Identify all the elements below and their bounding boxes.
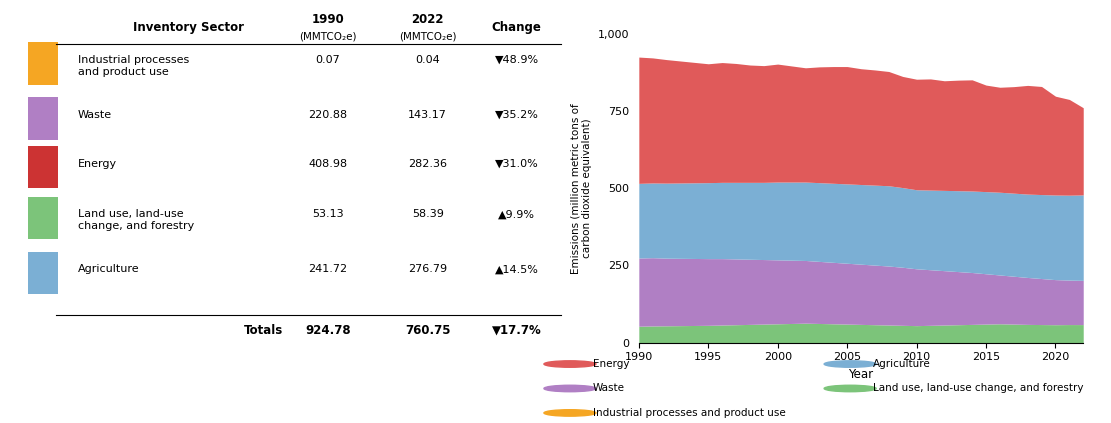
Circle shape [544,361,595,367]
Text: Industrial processes and product use: Industrial processes and product use [593,408,785,418]
Text: 282.36: 282.36 [408,159,448,169]
Text: ▼48.9%: ▼48.9% [494,55,539,65]
Text: Waste: Waste [78,110,112,120]
Circle shape [544,410,595,416]
Text: 241.72: 241.72 [308,264,348,275]
Bar [28,42,58,85]
Text: ▼35.2%: ▼35.2% [494,110,539,120]
Text: 143.17: 143.17 [409,110,447,120]
Text: ▼31.0%: ▼31.0% [494,159,539,169]
Text: Energy: Energy [593,359,630,369]
Bar [28,197,58,239]
Text: 58.39: 58.39 [412,209,443,220]
Circle shape [824,385,877,392]
Text: 276.79: 276.79 [408,264,448,275]
Text: (MMTCO₂e): (MMTCO₂e) [399,32,457,42]
Text: 2022: 2022 [411,13,444,26]
Text: Agriculture: Agriculture [78,264,139,275]
Text: 408.98: 408.98 [308,159,348,169]
Text: ▲9.9%: ▲9.9% [498,209,536,220]
Text: Industrial processes
and product use: Industrial processes and product use [78,55,189,77]
Text: ▲14.5%: ▲14.5% [494,264,539,275]
Y-axis label: Emissions (million metric tons of
carbon dioxide equivalent): Emissions (million metric tons of carbon… [570,103,592,274]
Text: Waste: Waste [593,384,625,393]
Text: 760.75: 760.75 [406,324,450,337]
Text: Agriculture: Agriculture [873,359,931,369]
Text: ▼17.7%: ▼17.7% [492,324,541,337]
Text: 53.13: 53.13 [312,209,343,220]
Text: Change: Change [492,21,541,34]
Bar [28,252,58,294]
Text: Land use, land-use
change, and forestry: Land use, land-use change, and forestry [78,209,194,231]
Text: Totals: Totals [244,324,283,337]
Text: (MMTCO₂e): (MMTCO₂e) [299,32,357,42]
Bar [28,97,58,140]
Text: 1990: 1990 [311,13,344,26]
Text: Energy: Energy [78,159,117,169]
Text: 220.88: 220.88 [308,110,348,120]
Circle shape [824,361,877,367]
Text: 0.04: 0.04 [416,55,440,65]
Text: 924.78: 924.78 [304,324,351,337]
Text: 0.07: 0.07 [316,55,340,65]
Text: Inventory Sector: Inventory Sector [133,21,244,34]
Text: Land use, land-use change, and forestry: Land use, land-use change, and forestry [873,384,1083,393]
X-axis label: Year: Year [849,368,873,381]
Bar [28,146,58,188]
Circle shape [544,385,595,392]
